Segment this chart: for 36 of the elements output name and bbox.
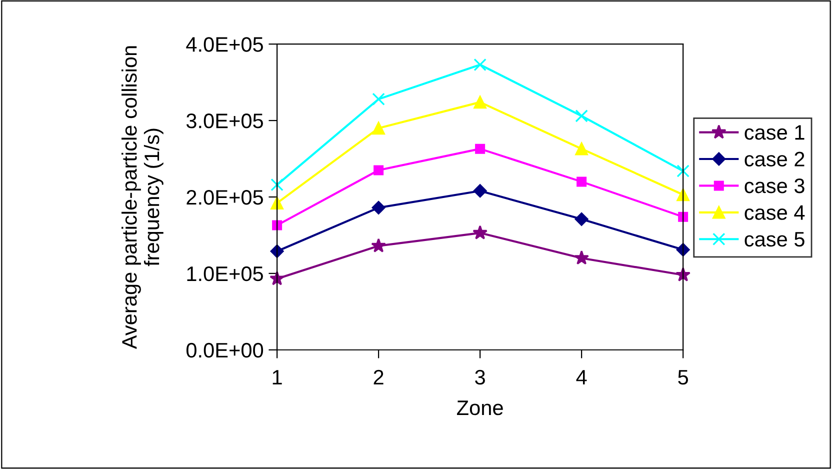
point [372,92,385,106]
point [272,220,282,230]
x-tick-label: 4 [576,370,587,384]
point [575,110,588,122]
x-tick-label: 1 [272,370,282,384]
point [676,164,690,178]
y-axis-title: Average particle-particle collision frequency (1/s) [122,46,164,350]
point [372,122,385,135]
point [574,212,588,226]
point [678,212,688,222]
legend-label: case 2 [744,152,804,166]
legend-label: case 5 [744,232,804,247]
point [474,96,486,109]
point [270,178,284,192]
point [374,165,384,176]
x-tick-label: 3 [475,370,485,385]
point [473,184,487,198]
x-axis-title: Zone [456,400,503,416]
point [574,250,590,265]
legend-label: case 3 [744,178,804,194]
x-tick-label: 5 [678,370,688,385]
legend-label: case 4 [744,205,805,220]
point [475,144,486,154]
y-tick-label: 4.0E+05 [186,37,263,52]
point [474,58,486,72]
y-tick-label: 1.0E+05 [187,266,263,282]
y-tick-label: 0.0E+00 [186,342,264,358]
point [576,176,587,187]
point [371,238,386,252]
y-tick-label: 2.0E+05 [186,190,263,205]
point [372,200,386,214]
legend-label: case 1 [744,125,804,140]
point [472,225,488,240]
x-tick-label: 2 [374,370,384,384]
point [575,142,588,156]
y-tick-label: 3.0E+05 [186,114,263,128]
